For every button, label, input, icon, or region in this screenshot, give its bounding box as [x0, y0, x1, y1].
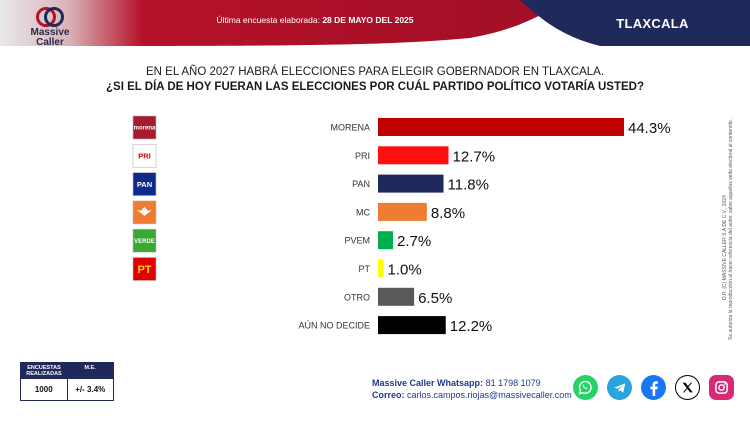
- value-label: 8.8%: [431, 205, 465, 222]
- value-label: 12.2%: [450, 318, 493, 335]
- party-logo-text: morena: [134, 126, 156, 132]
- contact-info: Massive Caller Whatsapp: 81 1798 1079 Co…: [372, 377, 572, 401]
- whatsapp-number[interactable]: 81 1798 1079: [485, 378, 541, 388]
- bar: [378, 316, 446, 335]
- bar-chart: MORENA 44.3% morena PRI 12.7% PRI PAN 11.8% PAN M…: [132, 115, 671, 335]
- bar: [378, 231, 393, 250]
- mc-eagle-icon: [137, 206, 152, 216]
- bar: [378, 146, 449, 165]
- email-label: Correo:: [372, 390, 405, 400]
- stats-value-me: +/- 3.4%: [66, 379, 114, 400]
- category-label: AÚN NO DECIDE: [298, 321, 370, 331]
- stats-header-surveys: ENCUESTAS REALIZADAS: [26, 365, 62, 377]
- logo-mark-icon: [36, 7, 64, 27]
- category-label: PAN: [352, 179, 370, 189]
- value-label: 12.7%: [453, 148, 496, 165]
- last-poll-label: Última encuesta elaborada:: [216, 15, 320, 25]
- whatsapp-label: Massive Caller Whatsapp:: [372, 378, 484, 388]
- reproduction-note: Se autoriza la reproducción al hacer ref…: [728, 119, 734, 340]
- party-logo-text: PRI: [138, 152, 151, 161]
- party-logo-text: PAN: [137, 180, 152, 189]
- category-label: OTRO: [344, 292, 370, 302]
- category-label: MC: [356, 207, 370, 217]
- party-logo: [132, 115, 157, 140]
- instagram-icon[interactable]: [709, 375, 734, 400]
- value-label: 1.0%: [388, 262, 422, 279]
- social-links: [573, 375, 734, 400]
- logo-name-line1: Massive: [30, 27, 70, 38]
- value-label: 11.8%: [448, 177, 489, 194]
- question-line-1: EN EL AÑO 2027 HABRÁ ELECCIONES PARA ELE…: [145, 66, 605, 78]
- stats-value-surveys: 1000: [34, 385, 53, 394]
- category-label: PVEM: [344, 236, 370, 246]
- party-logo: [132, 228, 157, 253]
- question-line-2: ¿SI EL DÍA DE HOY FUERAN LAS ELECCIONES …: [106, 81, 644, 93]
- category-label: PRI: [355, 151, 370, 161]
- bar: [378, 259, 384, 278]
- value-label: 6.5%: [418, 290, 452, 307]
- party-logo: [132, 172, 157, 196]
- stats-header-me: M.E.: [84, 365, 96, 371]
- party-logo-text: PT: [137, 264, 151, 276]
- last-poll-text: Última encuesta elaborada: 28 DE MAYO DE…: [205, 15, 425, 25]
- whatsapp-icon[interactable]: [573, 375, 598, 400]
- bar: [378, 174, 444, 193]
- party-logo: [132, 257, 157, 281]
- stats-table: ENCUESTAS REALIZADAS M.E. 1000 +/- 3.4%: [20, 362, 114, 401]
- x-icon[interactable]: [675, 375, 700, 400]
- bar: [378, 118, 624, 136]
- party-logo-text: VERDE: [134, 239, 155, 245]
- region-title: TLAXCALA: [616, 16, 689, 31]
- email-link[interactable]: carlos.campos.riojas@massivecaller.com: [407, 390, 572, 400]
- bar: [378, 202, 427, 221]
- bar: [378, 287, 415, 306]
- telegram-icon[interactable]: [607, 375, 632, 400]
- facebook-icon[interactable]: [641, 375, 666, 400]
- header-banner: [0, 0, 750, 46]
- category-label: MORENA: [330, 123, 370, 133]
- side-notes: D.R. (C) MASSIVE CALLER S.A DE C.V., 202…: [722, 100, 734, 350]
- category-label: PT: [358, 264, 370, 274]
- logo-name-line2: Caller: [36, 37, 64, 48]
- party-logo: [132, 143, 157, 168]
- last-poll-date: 28 DE MAYO DEL 2025: [322, 15, 414, 25]
- massive-caller-logo: Massive Caller: [20, 6, 80, 62]
- value-label: 44.3%: [628, 120, 671, 137]
- value-label: 2.7%: [397, 233, 431, 250]
